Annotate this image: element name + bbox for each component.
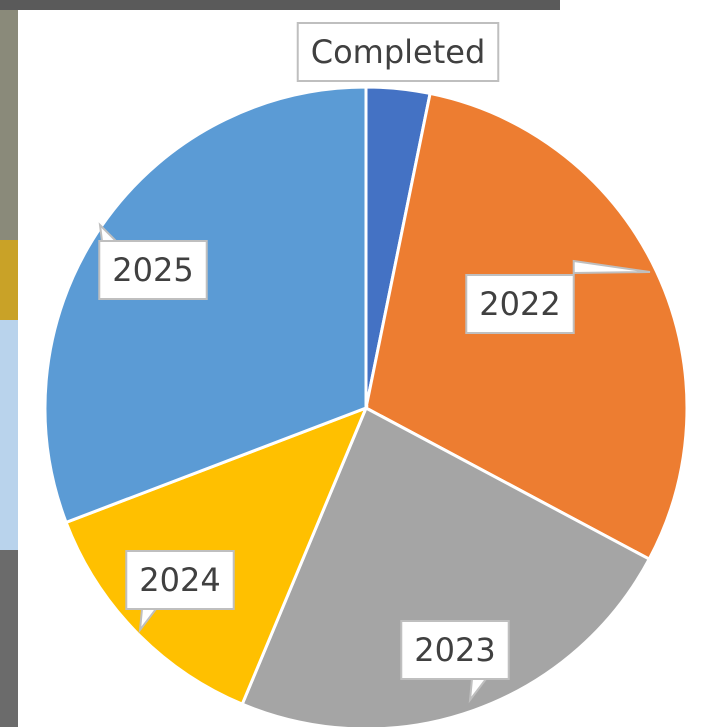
data-label-text: Completed — [311, 33, 486, 71]
chart: Completed 2022 2023 2024 2025 — [0, 0, 728, 727]
data-label-text: 2023 — [414, 631, 495, 669]
data-label-text: 2024 — [139, 561, 220, 599]
page: {"chart_data": {"type": "pie", "categori… — [0, 0, 728, 727]
data-label-text: 2025 — [112, 251, 193, 289]
data-label: Completed — [298, 23, 499, 81]
data-label-text: 2022 — [479, 285, 560, 323]
